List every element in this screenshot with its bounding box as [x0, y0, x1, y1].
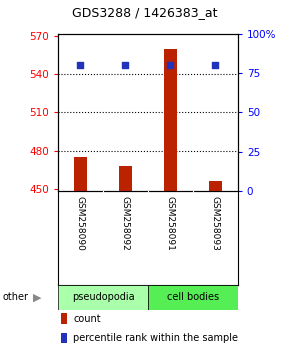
Text: percentile rank within the sample: percentile rank within the sample [73, 333, 238, 343]
Point [123, 62, 128, 68]
Text: GSM258090: GSM258090 [76, 196, 85, 251]
Point [168, 62, 173, 68]
Text: other: other [3, 292, 29, 302]
Text: GSM258091: GSM258091 [166, 196, 175, 251]
Point [78, 62, 83, 68]
Text: ▶: ▶ [33, 292, 42, 302]
Point [213, 62, 218, 68]
Text: count: count [73, 314, 101, 324]
Bar [119, 166, 132, 191]
Text: GDS3288 / 1426383_at: GDS3288 / 1426383_at [72, 6, 218, 19]
Bar [209, 181, 222, 191]
Bar [164, 49, 177, 191]
Text: cell bodies: cell bodies [167, 292, 219, 302]
Bar [74, 157, 87, 191]
Text: GSM258093: GSM258093 [211, 196, 220, 251]
Text: pseudopodia: pseudopodia [72, 292, 134, 302]
Bar [58, 285, 148, 310]
Bar [148, 285, 238, 310]
Text: GSM258092: GSM258092 [121, 196, 130, 251]
